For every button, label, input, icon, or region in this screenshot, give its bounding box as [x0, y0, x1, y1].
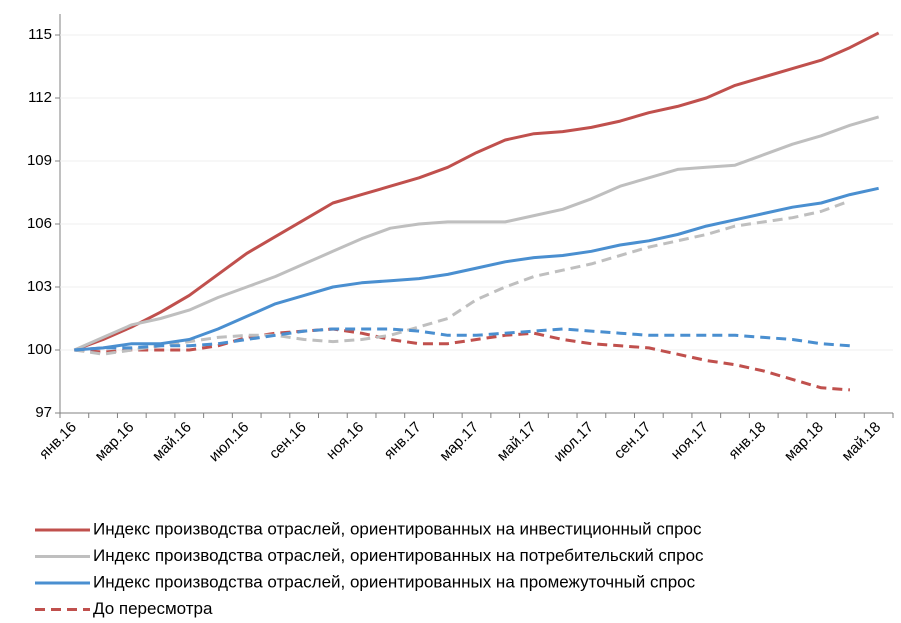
- y-tick-label: 97: [35, 404, 52, 421]
- x-tick-label: мар.16: [92, 419, 138, 465]
- x-tick-label: мар.18: [781, 419, 827, 465]
- legend-label: Индекс производства отраслей, ориентиров…: [93, 572, 696, 591]
- legend-label: До пересмотра: [93, 599, 213, 618]
- x-tick-label: май.18: [838, 419, 884, 465]
- y-tick-label: 106: [27, 215, 52, 232]
- x-tick-label: июл.17: [550, 419, 597, 466]
- x-tick-label: сен.16: [266, 419, 310, 463]
- legend-label: Индекс производства отраслей, ориентиров…: [93, 546, 704, 565]
- y-tick-label: 112: [28, 89, 52, 106]
- x-tick-label: мар.17: [436, 419, 482, 465]
- x-tick-label: сен.17: [611, 419, 655, 463]
- x-tick-label: янв.18: [725, 419, 769, 463]
- line: [73, 31, 880, 352]
- x-tick-label: май.16: [149, 419, 195, 465]
- previous-line: [74, 199, 851, 356]
- y-tick-label: 100: [27, 341, 52, 358]
- x-tick-label: янв.17: [381, 419, 425, 463]
- x-tick-label: ноя.17: [668, 419, 712, 463]
- y-tick-label: 103: [27, 278, 52, 295]
- previous-line: [74, 327, 851, 352]
- legend-label: Индекс производства отраслей, ориентиров…: [93, 519, 702, 538]
- y-tick-label: 109: [27, 152, 52, 169]
- x-tick-label: июл.16: [206, 419, 253, 466]
- x-tick-label: янв.16: [36, 419, 80, 463]
- previous-line: [74, 327, 851, 392]
- line: [73, 115, 880, 352]
- line: [74, 186, 879, 352]
- x-tick-label: май.17: [494, 419, 540, 465]
- y-tick-label: 115: [28, 26, 52, 43]
- x-tick-label: ноя.16: [323, 419, 367, 463]
